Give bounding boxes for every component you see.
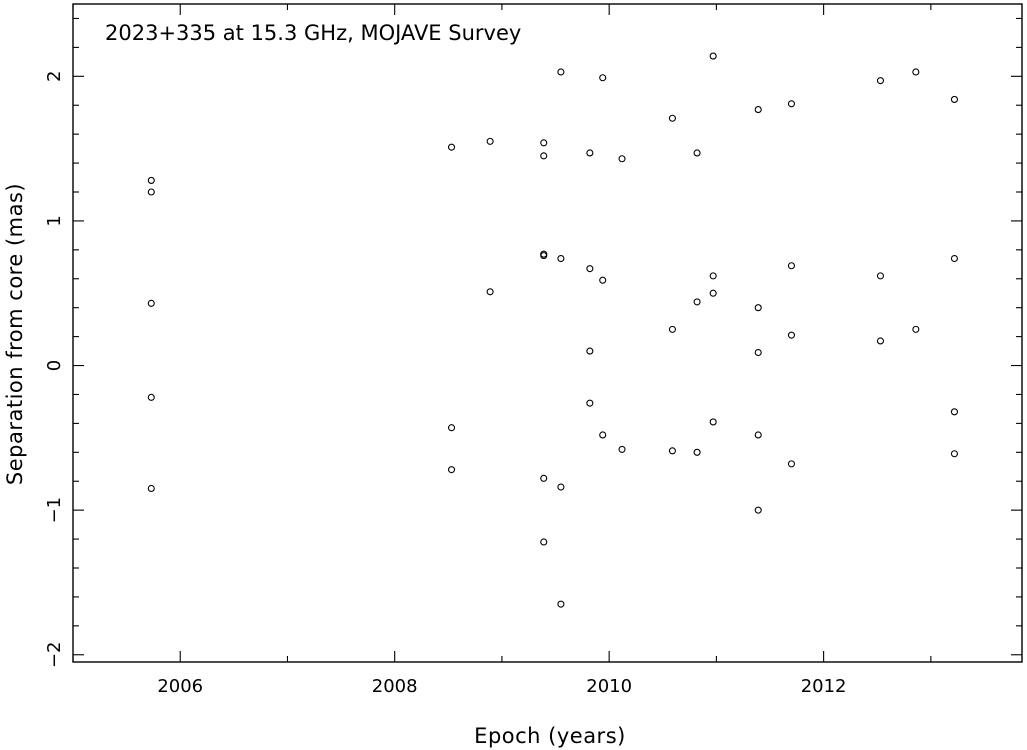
data-point [540, 474, 548, 482]
data-points [147, 52, 958, 608]
data-point [599, 431, 607, 439]
data-point [147, 484, 155, 493]
y-tick-label: −1 [44, 497, 65, 524]
data-point [486, 288, 494, 296]
data-point [754, 506, 762, 514]
data-point [557, 483, 565, 491]
x-tick-label: 2010 [586, 676, 632, 697]
data-point [557, 68, 565, 76]
x-tick-label: 2006 [157, 676, 203, 697]
data-point [618, 155, 626, 163]
data-point [447, 424, 456, 432]
data-point [540, 139, 548, 147]
data-point [540, 152, 548, 160]
data-point [586, 347, 594, 355]
x-axis-title: Epoch (years) [474, 724, 626, 748]
data-point [540, 538, 548, 546]
data-point [950, 254, 958, 263]
data-point [599, 276, 607, 284]
x-tick-label: 2008 [372, 676, 418, 697]
data-point [950, 450, 958, 458]
data-point [618, 445, 626, 453]
data-point [147, 299, 155, 307]
data-point [447, 143, 456, 151]
data-point [668, 447, 676, 455]
data-point [754, 348, 762, 357]
data-point [912, 68, 920, 76]
data-point [540, 252, 548, 260]
data-point [586, 265, 594, 273]
data-point [876, 77, 885, 85]
plot-frame [72, 3, 1023, 663]
data-point [709, 272, 717, 280]
data-point [147, 188, 155, 196]
data-point [586, 149, 594, 157]
data-point [709, 418, 717, 426]
data-point [787, 262, 796, 270]
data-point [668, 114, 676, 122]
data-point [787, 460, 796, 468]
data-point [912, 325, 920, 333]
data-point [557, 254, 565, 263]
data-point [876, 337, 885, 345]
data-point [668, 325, 676, 333]
data-point [557, 600, 565, 608]
data-point [693, 298, 701, 306]
data-point [693, 149, 701, 157]
y-tick-label: −2 [44, 641, 65, 668]
data-point [486, 137, 494, 145]
data-point [787, 331, 796, 339]
data-point [147, 176, 155, 184]
data-point [754, 106, 762, 114]
x-tick-label: 2012 [801, 676, 847, 697]
chart-title: 2023+335 at 15.3 GHz, MOJAVE Survey [105, 21, 521, 45]
data-point [599, 74, 607, 82]
y-axis-title: Separation from core (mas) [3, 183, 27, 485]
data-point [876, 272, 885, 280]
y-tick-label: 1 [44, 215, 65, 226]
data-point [709, 52, 717, 60]
y-tick-label: 2 [44, 71, 65, 82]
axis-ticks: 2006 2008 2010 2012 −2 −1 0 1 2 [44, 4, 1022, 697]
data-point [693, 448, 701, 456]
data-point [709, 289, 717, 297]
data-point [950, 408, 958, 416]
data-point [754, 431, 762, 439]
y-tick-label: 0 [44, 360, 65, 371]
data-point [586, 399, 594, 407]
data-point [754, 304, 762, 312]
data-point [147, 393, 155, 401]
data-point [787, 100, 796, 108]
data-point [447, 466, 456, 474]
data-point [950, 95, 958, 103]
